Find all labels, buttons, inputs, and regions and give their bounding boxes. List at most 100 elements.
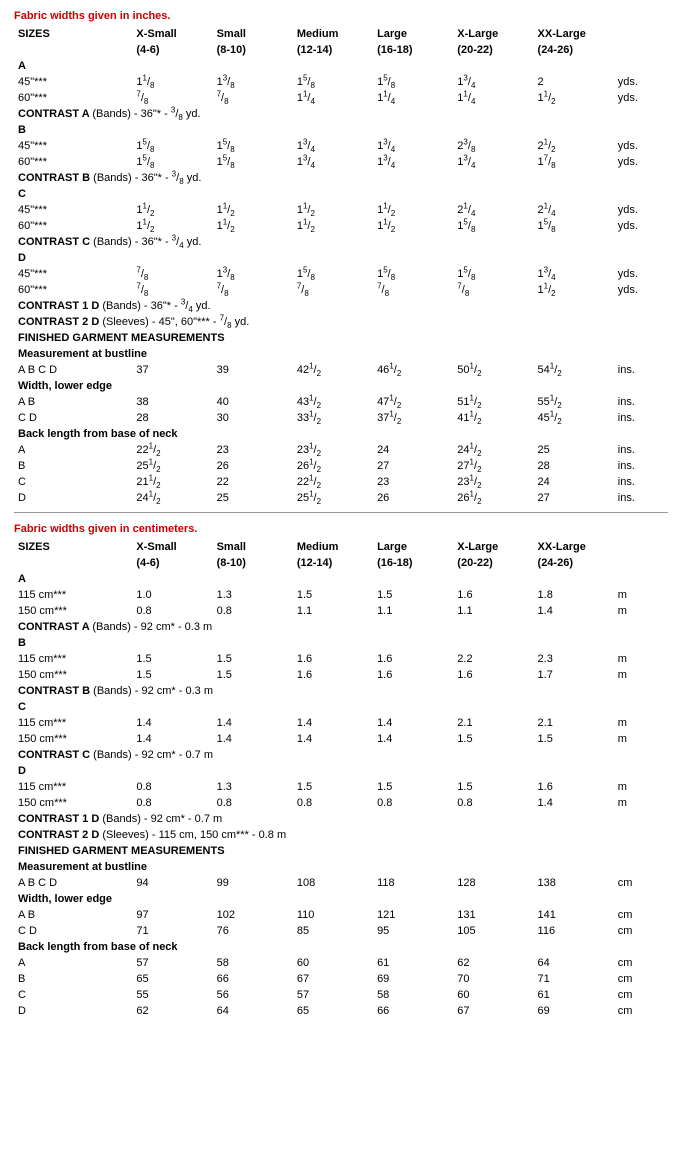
size-range: (16-18) <box>373 42 453 58</box>
data-cell: 27 <box>373 458 453 474</box>
data-cell: 25 <box>534 442 614 458</box>
row-label: B <box>14 971 132 987</box>
size-col: Large <box>373 26 453 42</box>
data-cell: 331/2 <box>293 410 373 426</box>
row-label: A B <box>14 394 132 410</box>
data-cell: 15/8 <box>534 218 614 234</box>
data-cell: 2 <box>534 74 614 90</box>
data-cell: 58 <box>213 955 293 971</box>
section-heading: Measurement at bustline <box>14 859 668 875</box>
size-range: (4-6) <box>132 555 212 571</box>
data-cell: 39 <box>213 362 293 378</box>
size-col: Medium <box>293 539 373 555</box>
data-cell: 70 <box>453 971 533 987</box>
unit-cell: ins. <box>614 490 668 506</box>
inches-table: SIZESX-SmallSmallMediumLargeX-LargeXX-La… <box>14 26 668 506</box>
data-cell: 131 <box>453 907 533 923</box>
data-cell: 1.6 <box>373 667 453 683</box>
data-cell: 85 <box>293 923 373 939</box>
size-range: (24-26) <box>534 555 614 571</box>
cm-block: Fabric widths given in centimeters. SIZE… <box>14 523 668 1019</box>
data-cell: 23/8 <box>453 138 533 154</box>
data-cell: 13/4 <box>534 266 614 282</box>
data-cell: 38 <box>132 394 212 410</box>
row-label: 60"*** <box>14 218 132 234</box>
data-cell: 2.1 <box>534 715 614 731</box>
contrast-note: CONTRAST C (Bands) - 92 cm* - 0.7 m <box>14 747 668 763</box>
data-cell: 13/4 <box>293 154 373 170</box>
data-cell: 94 <box>132 875 212 891</box>
unit-cell: m <box>614 779 668 795</box>
data-cell: 11/2 <box>534 90 614 106</box>
data-cell: 11/2 <box>213 202 293 218</box>
data-cell: 1.6 <box>453 667 533 683</box>
data-cell: 0.8 <box>373 795 453 811</box>
unit-cell: yds. <box>614 138 668 154</box>
group-label: A <box>14 571 668 587</box>
unit-cell: cm <box>614 923 668 939</box>
group-label: D <box>14 250 668 266</box>
data-cell: 105 <box>453 923 533 939</box>
size-col: XX-Large <box>534 26 614 42</box>
section-heading: Back length from base of neck <box>14 939 668 955</box>
unit-cell: cm <box>614 955 668 971</box>
data-cell: 15/8 <box>213 138 293 154</box>
data-cell: 61 <box>534 987 614 1003</box>
inches-heading: Fabric widths given in inches. <box>14 10 668 22</box>
size-range: (20-22) <box>453 42 533 58</box>
data-cell: 13/4 <box>453 154 533 170</box>
group-label: D <box>14 763 668 779</box>
cm-body: A115 cm***1.01.31.51.51.61.8m150 cm***0.… <box>14 571 668 1019</box>
sizes-label: SIZES <box>14 539 132 555</box>
group-label: C <box>14 699 668 715</box>
row-label: 150 cm*** <box>14 795 132 811</box>
data-cell: 1.4 <box>213 731 293 747</box>
data-cell: 221/2 <box>132 442 212 458</box>
contrast-note: CONTRAST B (Bands) - 36"* - 3/8 yd. <box>14 170 668 186</box>
row-label: 150 cm*** <box>14 603 132 619</box>
data-cell: 15/8 <box>373 74 453 90</box>
data-cell: 71 <box>132 923 212 939</box>
sizes-label: SIZES <box>14 26 132 42</box>
data-cell: 0.8 <box>213 795 293 811</box>
size-col: Small <box>213 26 293 42</box>
data-cell: 26 <box>213 458 293 474</box>
data-cell: 71 <box>534 971 614 987</box>
size-col: XX-Large <box>534 539 614 555</box>
data-cell: 1.4 <box>293 731 373 747</box>
data-cell: 24 <box>373 442 453 458</box>
contrast-note: CONTRAST B (Bands) - 92 cm* - 0.3 m <box>14 683 668 699</box>
data-cell: 231/2 <box>453 474 533 490</box>
data-cell: 62 <box>132 1003 212 1019</box>
unit-cell: yds. <box>614 282 668 298</box>
contrast-note: CONTRAST 2 D (Sleeves) - 45", 60"*** - 7… <box>14 314 668 330</box>
data-cell: 1.5 <box>453 731 533 747</box>
row-label: D <box>14 1003 132 1019</box>
data-cell: 13/4 <box>373 138 453 154</box>
unit-cell: cm <box>614 987 668 1003</box>
unit-cell: m <box>614 587 668 603</box>
data-cell: 451/2 <box>534 410 614 426</box>
data-cell: 28 <box>132 410 212 426</box>
unit-cell: cm <box>614 907 668 923</box>
data-cell: 1.4 <box>132 715 212 731</box>
data-cell: 57 <box>293 987 373 1003</box>
data-cell: 64 <box>213 1003 293 1019</box>
data-cell: 1.4 <box>534 603 614 619</box>
section-heading: Width, lower edge <box>14 378 668 394</box>
data-cell: 67 <box>293 971 373 987</box>
contrast-note: CONTRAST 1 D (Bands) - 92 cm* - 0.7 m <box>14 811 668 827</box>
data-cell: 0.8 <box>132 779 212 795</box>
data-cell: 108 <box>293 875 373 891</box>
unit-cell: cm <box>614 875 668 891</box>
data-cell: 0.8 <box>132 603 212 619</box>
data-cell: 24 <box>534 474 614 490</box>
row-label: A <box>14 955 132 971</box>
data-cell: 1.5 <box>293 779 373 795</box>
data-cell: 15/8 <box>213 154 293 170</box>
data-cell: 1.4 <box>373 715 453 731</box>
inches-header: SIZESX-SmallSmallMediumLargeX-LargeXX-La… <box>14 26 668 58</box>
data-cell: 55 <box>132 987 212 1003</box>
data-cell: 13/8 <box>213 74 293 90</box>
data-cell: 7/8 <box>453 282 533 298</box>
